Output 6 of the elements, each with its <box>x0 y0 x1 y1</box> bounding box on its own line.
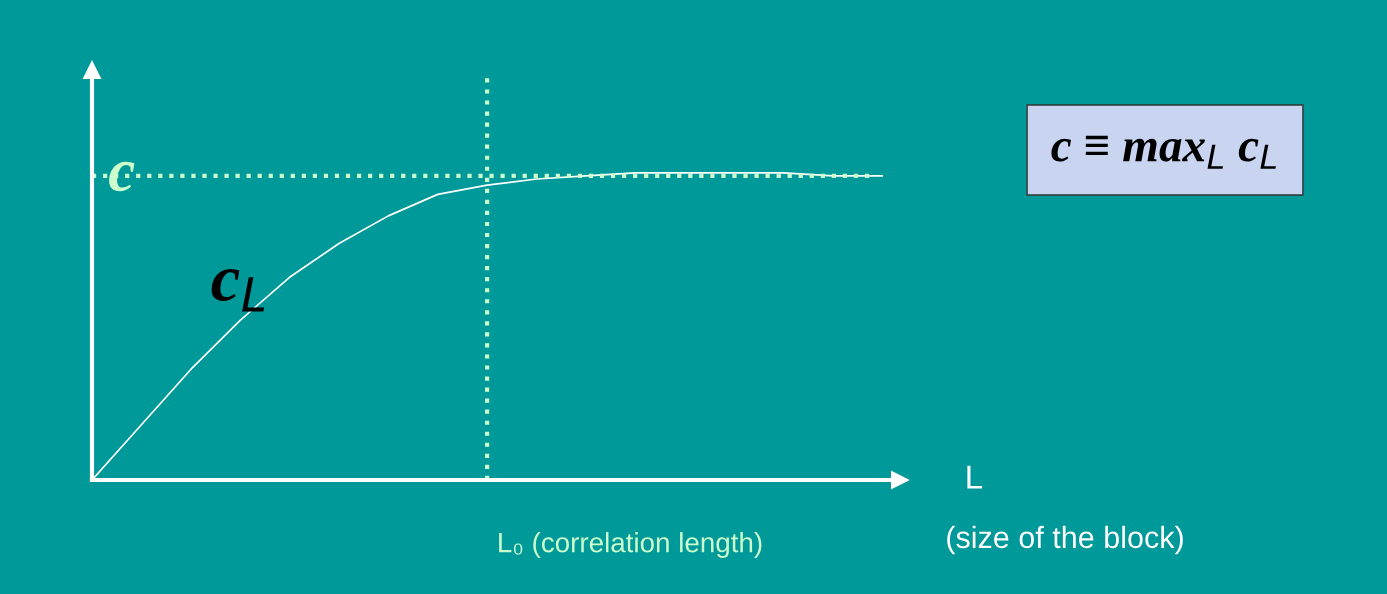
text: (size of the block) <box>947 525 1183 555</box>
annotation: c$_{L}$ <box>211 269 265 312</box>
text: c ≡ max$_{L}$ c$_{L}$ <box>1051 135 1276 169</box>
ref-line-label: c <box>109 161 135 192</box>
x-axis-title: L <box>967 465 983 489</box>
text: L₀ (correlation length) <box>499 532 762 558</box>
